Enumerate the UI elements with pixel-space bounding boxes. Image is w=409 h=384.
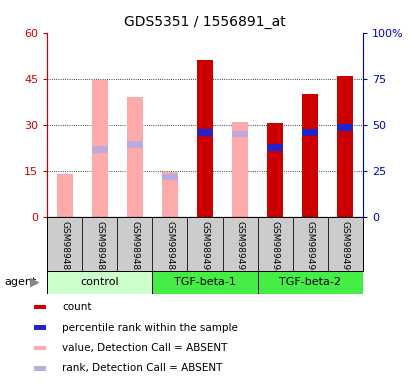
Text: rank, Detection Call = ABSENT: rank, Detection Call = ABSENT <box>62 363 222 374</box>
Text: GSM989481: GSM989481 <box>60 221 69 276</box>
Text: TGF-beta-1: TGF-beta-1 <box>174 277 235 287</box>
Text: TGF-beta-2: TGF-beta-2 <box>279 277 340 287</box>
Bar <box>231 131 247 137</box>
Bar <box>301 129 317 136</box>
Bar <box>231 122 247 217</box>
Text: control: control <box>80 277 119 287</box>
Text: count: count <box>62 302 92 312</box>
Text: agent: agent <box>4 277 36 287</box>
Bar <box>92 146 108 153</box>
Bar <box>152 271 257 294</box>
Bar <box>267 123 282 217</box>
Text: value, Detection Call = ABSENT: value, Detection Call = ABSENT <box>62 343 227 353</box>
Bar <box>162 174 178 180</box>
Bar <box>257 271 362 294</box>
Bar <box>34 325 45 330</box>
Bar <box>292 217 327 271</box>
Bar <box>162 172 178 217</box>
Bar <box>34 305 45 309</box>
Text: ▶: ▶ <box>30 276 39 289</box>
Text: GSM989499: GSM989499 <box>340 221 349 276</box>
Bar <box>337 124 352 131</box>
Bar <box>222 217 257 271</box>
Bar <box>57 174 72 217</box>
Text: GSM989494: GSM989494 <box>270 221 279 276</box>
Bar <box>92 80 108 217</box>
Bar <box>47 217 82 271</box>
Text: GSM989496: GSM989496 <box>305 221 314 276</box>
Bar <box>187 217 222 271</box>
Bar <box>34 346 45 350</box>
Bar <box>197 129 212 136</box>
Text: percentile rank within the sample: percentile rank within the sample <box>62 323 238 333</box>
Bar <box>117 217 152 271</box>
Text: GSM989492: GSM989492 <box>235 221 244 276</box>
Bar <box>127 97 142 217</box>
Bar <box>197 60 212 217</box>
Bar <box>47 271 152 294</box>
Bar <box>301 94 317 217</box>
Bar <box>152 217 187 271</box>
Text: GSM989485: GSM989485 <box>130 221 139 276</box>
Text: GSM989490: GSM989490 <box>200 221 209 276</box>
Bar <box>34 366 45 371</box>
Text: GSM989488: GSM989488 <box>165 221 174 276</box>
Bar <box>127 141 142 148</box>
Bar <box>337 76 352 217</box>
Bar <box>267 144 282 151</box>
Text: GSM989483: GSM989483 <box>95 221 104 276</box>
Title: GDS5351 / 1556891_at: GDS5351 / 1556891_at <box>124 15 285 29</box>
Bar <box>257 217 292 271</box>
Bar <box>82 217 117 271</box>
Bar <box>327 217 362 271</box>
